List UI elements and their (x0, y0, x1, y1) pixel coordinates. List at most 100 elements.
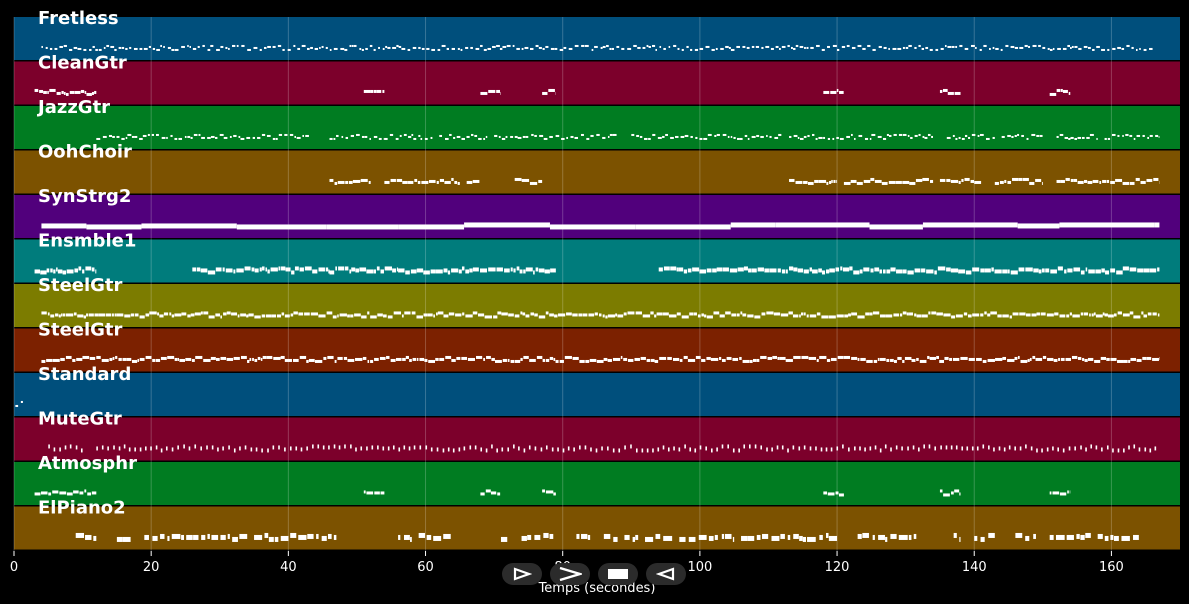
note-bar (1027, 358, 1030, 362)
note-bar (1081, 136, 1085, 139)
note-bar (599, 313, 602, 317)
note-bar (392, 445, 395, 450)
note-bar (545, 445, 548, 450)
note-bar (1073, 178, 1078, 182)
note-bar (57, 269, 63, 274)
note-bar (1096, 45, 1100, 48)
note-bar (1100, 356, 1107, 360)
note-bar (296, 136, 301, 139)
note-bar (984, 268, 991, 273)
note-bar (718, 356, 722, 360)
note-bar (897, 356, 902, 360)
note-bar (194, 444, 197, 449)
note-bar (809, 267, 812, 272)
note-bar (772, 355, 778, 359)
fast-forward-button[interactable] (550, 563, 590, 585)
tracks-layer (14, 17, 1180, 550)
note-bar (349, 44, 352, 47)
step-forward-button[interactable] (502, 563, 542, 585)
note-bar (59, 491, 67, 495)
note-bar (74, 268, 79, 273)
note-bar (262, 355, 267, 359)
note-bar (142, 134, 147, 137)
note-bar (648, 45, 651, 48)
note-bar (312, 444, 314, 449)
note-bar (299, 355, 307, 359)
note-bar (1060, 88, 1063, 92)
note-bar (517, 136, 522, 139)
note-bar (551, 447, 554, 452)
note-bar (793, 267, 798, 272)
note-bar (137, 358, 140, 362)
note-bar (977, 134, 980, 137)
note-bar (990, 311, 997, 315)
note-bar (52, 490, 59, 494)
note-bar (495, 359, 502, 363)
note-bar (496, 267, 503, 272)
note-bar (15, 404, 19, 407)
note-bar (959, 44, 963, 47)
note-bar (64, 445, 67, 450)
note-bar (1123, 448, 1125, 453)
note-bar (66, 269, 74, 274)
note-bar (602, 314, 605, 318)
note-bar (652, 133, 656, 136)
note-bar (187, 135, 191, 138)
note-bar (902, 311, 907, 315)
note-bar (1049, 48, 1053, 51)
note-bar (851, 356, 858, 360)
note-bar (646, 448, 649, 453)
note-bar (1014, 446, 1016, 451)
note-bar (873, 359, 878, 363)
note-bar (624, 445, 626, 450)
note-bar (616, 45, 620, 48)
rewind-button[interactable] (646, 563, 686, 585)
note-bar (1133, 534, 1139, 540)
note-bar (272, 45, 276, 48)
note-bar (633, 44, 637, 47)
note-bar (223, 136, 228, 139)
note-bar (922, 177, 929, 181)
note-bar (673, 44, 677, 47)
note-bar (636, 134, 640, 137)
note-bar (85, 534, 92, 540)
note-bar (970, 44, 975, 47)
note-bar (61, 90, 64, 94)
note-bar (523, 355, 529, 359)
note-bar (703, 137, 708, 140)
note-bar (497, 492, 501, 496)
note-bar (803, 135, 807, 138)
note-bar (617, 314, 624, 318)
note-bar (436, 180, 439, 184)
note-bar (1149, 268, 1157, 273)
note-bar (220, 534, 226, 540)
note-bar (553, 492, 556, 496)
note-bar (970, 179, 975, 183)
note-bar (427, 313, 433, 317)
note-bar (1018, 177, 1023, 181)
note-bar (345, 136, 349, 139)
note-bar (527, 534, 532, 540)
note-bar (744, 134, 748, 137)
note-bar (405, 355, 409, 359)
note-bar (1133, 137, 1136, 140)
note-bar (1014, 46, 1019, 49)
note-bar (1080, 534, 1085, 540)
note-bar (98, 313, 106, 317)
note-bar (1059, 314, 1066, 318)
note-bar (815, 137, 818, 140)
note-bar (797, 268, 804, 273)
note-bar (47, 312, 50, 316)
note-bar (344, 266, 349, 271)
note-bar (562, 448, 565, 453)
note-bar (1080, 445, 1082, 450)
note-bar (1035, 178, 1042, 182)
stop-button[interactable] (598, 563, 638, 585)
note-bar (725, 311, 731, 315)
note-bar (937, 266, 946, 271)
playback-controls (502, 563, 686, 585)
note-bar (721, 358, 726, 362)
note-bar (538, 268, 545, 273)
note-bar (1046, 447, 1049, 452)
note-bar (1058, 357, 1061, 361)
